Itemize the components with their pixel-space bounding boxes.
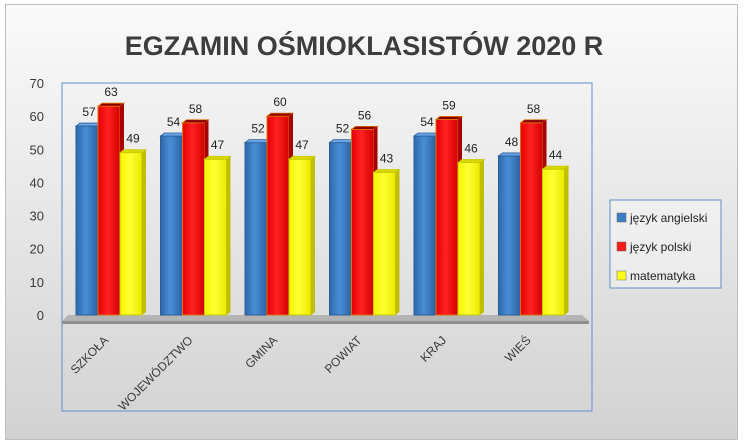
bars-layer (74, 102, 570, 316)
y-tick-label: 50 (30, 142, 44, 157)
legend-swatch (616, 241, 627, 252)
bar-top (96, 102, 126, 107)
y-tick-label: 30 (30, 209, 44, 224)
x-category-label: WIEŚ (501, 333, 533, 365)
data-label: 47 (295, 138, 309, 152)
legend-box (609, 199, 722, 289)
bar-top (181, 119, 210, 124)
bar-top (456, 159, 486, 163)
data-label: 58 (189, 102, 203, 116)
data-label: 44 (549, 148, 563, 162)
bar-face (182, 122, 205, 316)
data-label: 59 (442, 98, 456, 112)
data-label: 49 (126, 132, 140, 146)
legend-label: matematyka (630, 269, 696, 283)
bar (541, 165, 570, 316)
data-label: 60 (273, 95, 287, 109)
chart-title: EGZAMIN OŚMIOKLASISTÓW 2020 R (125, 30, 604, 61)
data-label: 52 (336, 122, 350, 136)
data-label: 54 (420, 115, 434, 129)
bar-face (498, 155, 521, 316)
chart-frame: EGZAMIN OŚMIOKLASISTÓW 2020 R 0 10 20 30 40 5… (5, 4, 738, 440)
bar-top (118, 149, 148, 154)
x-category-label: SZKOŁA (68, 333, 111, 376)
bar-top (203, 155, 232, 160)
bar-side (311, 156, 315, 315)
bar-top (372, 169, 401, 173)
bar-face (351, 128, 374, 316)
bar-top (541, 165, 570, 170)
legend-label: język angielski (629, 211, 707, 225)
bar-face (75, 125, 99, 316)
bar-face (435, 118, 459, 316)
bar-top (434, 116, 464, 120)
data-label: 46 (464, 142, 478, 156)
bar-side (226, 156, 231, 315)
bar-face (329, 142, 352, 316)
bar-face (119, 152, 143, 316)
legend: język angielski język polski matematyka (616, 211, 707, 283)
bar (287, 155, 317, 316)
bar-face (244, 142, 268, 316)
y-tick-label: 40 (30, 175, 44, 190)
bar-face (288, 158, 312, 316)
bar-side (564, 166, 569, 315)
x-axis: SZKOŁA WOJEWÓDZTWO GMINA POWIAT KRAJ WIEŚ (68, 333, 534, 414)
data-label: 56 (358, 108, 372, 122)
y-axis: 0 10 20 30 40 50 60 70 (30, 76, 44, 323)
bar (456, 159, 486, 316)
x-category-label: WOJEWÓDZTWO (115, 333, 196, 414)
floor-top (62, 315, 589, 321)
bar-face (413, 135, 437, 316)
y-tick-label: 70 (30, 76, 44, 91)
data-label: 47 (211, 138, 225, 152)
legend-swatch (616, 270, 627, 281)
bar (118, 149, 148, 316)
bar-face (97, 105, 121, 316)
bar-side (480, 159, 484, 315)
bar-face (520, 122, 543, 316)
plot-area (61, 82, 593, 412)
data-label: 58 (527, 102, 541, 116)
bar-top (350, 126, 379, 130)
bar-top (287, 155, 317, 160)
y-tick-label: 0 (37, 308, 44, 323)
legend-swatch (616, 212, 627, 223)
y-tick-label: 60 (30, 109, 44, 124)
data-label: 48 (505, 135, 519, 149)
bar-top (265, 112, 295, 117)
x-category-label: KRAJ (418, 333, 450, 365)
data-labels-layer: 57 63 49 54 58 47 52 60 47 52 56 43 54 59 46 48 58 44 (82, 85, 562, 165)
data-label: 63 (104, 85, 118, 99)
data-label: 54 (167, 115, 181, 129)
chart-floor (62, 315, 589, 324)
bar-top (519, 119, 548, 124)
bar-face (542, 168, 565, 316)
y-tick-label: 10 (30, 275, 44, 290)
bar (372, 169, 401, 316)
bar-face (457, 162, 481, 316)
bar-face (160, 135, 183, 316)
bar-side (395, 169, 400, 315)
floor-edge (62, 321, 589, 324)
data-label: 57 (82, 105, 96, 119)
bar-side (142, 149, 146, 315)
data-label: 52 (251, 122, 265, 136)
x-category-label: GMINA (242, 333, 280, 371)
bar-face (204, 158, 227, 316)
x-category-label: POWIAT (322, 333, 365, 376)
bar (203, 155, 232, 316)
legend-label: język polski (629, 240, 691, 254)
chart-svg: EGZAMIN OŚMIOKLASISTÓW 2020 R 0 10 20 30 40 5… (30, 30, 722, 414)
bar-face (266, 115, 290, 316)
data-label: 43 (380, 151, 394, 165)
y-tick-label: 20 (30, 242, 44, 257)
bar-face (373, 171, 396, 316)
